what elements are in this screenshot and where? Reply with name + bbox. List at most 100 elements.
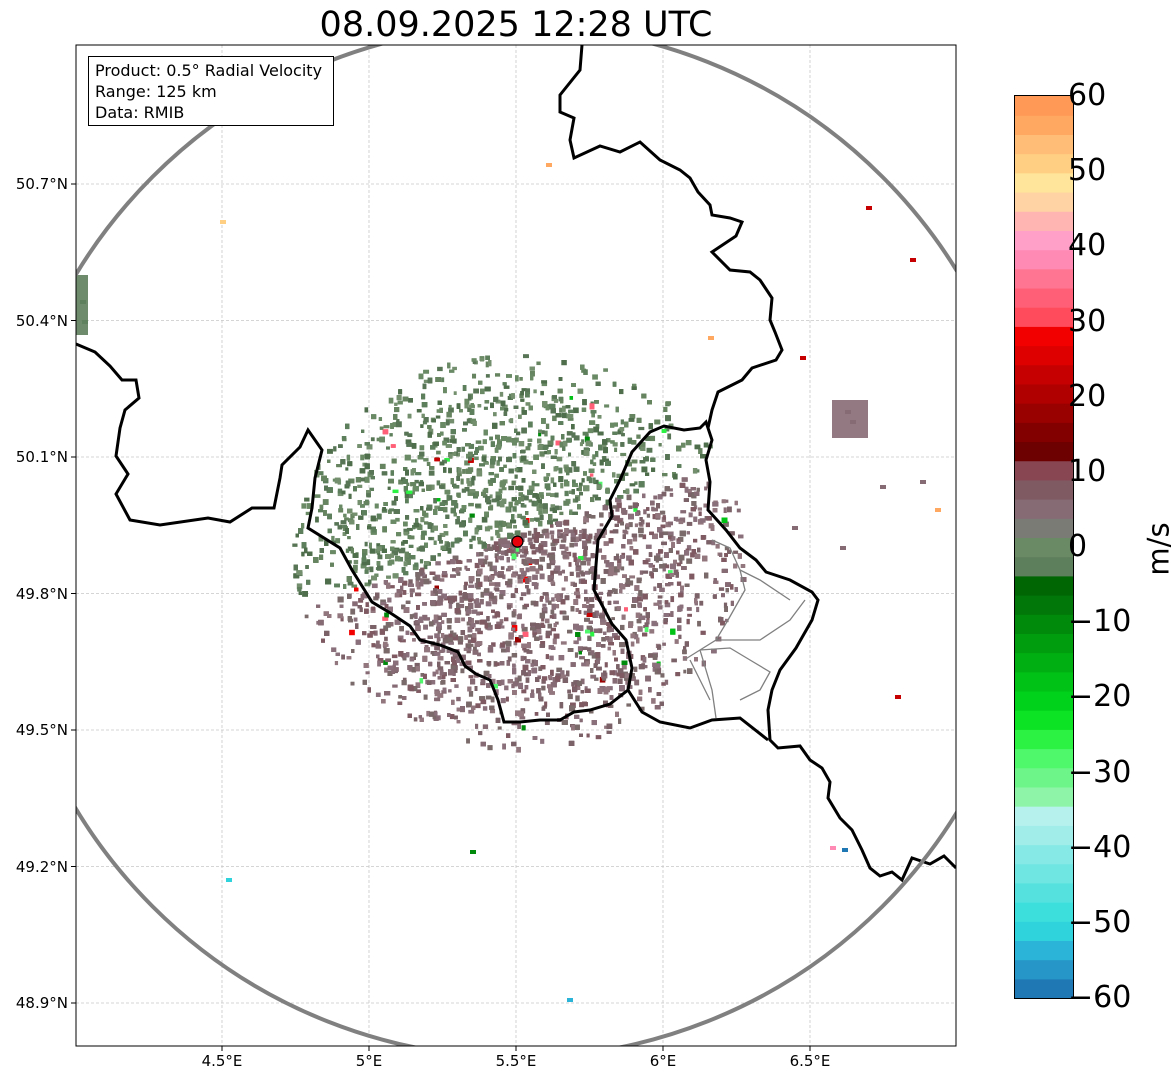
echo-pixel xyxy=(541,380,548,384)
echo-pixel xyxy=(483,461,489,465)
echo-pixel xyxy=(468,584,475,588)
echo-pixel xyxy=(584,686,588,691)
echo-pixel xyxy=(364,407,369,413)
echo-pixel xyxy=(350,608,356,615)
echo-pixel xyxy=(539,514,544,521)
echo-pixel xyxy=(555,621,559,625)
echo-pixel xyxy=(460,654,466,661)
echo-pixel xyxy=(485,361,489,368)
echo-pixel xyxy=(662,531,669,536)
echo-pixel xyxy=(511,683,515,689)
echo-pixel xyxy=(441,690,447,694)
echo-pixel xyxy=(376,543,381,549)
echo-pixel xyxy=(575,588,580,593)
echo-pixel xyxy=(615,406,619,413)
echo-pixel xyxy=(331,535,335,542)
echo-pixel xyxy=(516,746,521,753)
echo-pixel xyxy=(474,620,480,625)
echo-pixel xyxy=(319,504,324,510)
echo-pixel xyxy=(546,473,551,477)
echo-pixel xyxy=(652,662,657,668)
echo-pixel xyxy=(383,425,390,429)
echo-pixel xyxy=(620,566,625,571)
echo-pixel xyxy=(432,619,436,626)
echo-pixel xyxy=(549,507,554,512)
echo-pixel xyxy=(724,546,730,551)
echo-pixel xyxy=(676,581,682,586)
echo-pixel xyxy=(697,620,701,627)
echo-pixel xyxy=(600,468,605,473)
echo-pixel xyxy=(426,461,431,467)
echo-pixel xyxy=(292,543,298,547)
echo-pixel xyxy=(539,451,545,457)
echo-pixel xyxy=(619,389,624,395)
echo-pixel xyxy=(664,564,670,569)
echo-pixel xyxy=(519,393,524,399)
echo-pixel xyxy=(694,593,700,599)
echo-pixel xyxy=(569,542,575,548)
echo-pixel xyxy=(664,602,671,608)
echo-pixel xyxy=(617,558,622,564)
echo-pixel xyxy=(405,498,409,504)
echo-pixel xyxy=(457,640,463,645)
echo-pixel xyxy=(415,625,421,632)
echo-pixel xyxy=(563,532,569,537)
echo-pixel xyxy=(632,597,639,603)
echo-pixel xyxy=(560,483,564,489)
echo-pixel xyxy=(494,473,499,478)
echo-pixel xyxy=(384,636,388,641)
echo-pixel xyxy=(460,668,465,674)
echo-pixel xyxy=(337,488,343,494)
echo-pixel xyxy=(501,648,507,653)
echo-pixel xyxy=(428,621,434,627)
echo-pixel xyxy=(462,469,466,474)
echo-pixel xyxy=(520,391,524,396)
echo-pixel xyxy=(347,546,353,552)
echo-pixel xyxy=(492,615,497,619)
echo-pixel xyxy=(615,505,620,512)
echo-pixel xyxy=(733,550,739,554)
echo-pixel xyxy=(349,629,355,636)
echo-pixel xyxy=(397,701,403,706)
echo-pixel xyxy=(718,587,725,591)
echo-pixel xyxy=(703,503,709,508)
echo-pixel xyxy=(579,530,583,534)
echo-pixel xyxy=(549,530,555,535)
echo-pixel xyxy=(485,374,490,378)
echo-pixel xyxy=(661,682,666,686)
echo-pixel xyxy=(495,529,500,536)
echo-pixel xyxy=(512,506,517,512)
echo-pixel xyxy=(436,637,441,642)
echo-pixel xyxy=(423,694,428,700)
echo-pixel xyxy=(587,428,594,434)
echo-pixel xyxy=(692,468,698,474)
echo-pixel xyxy=(470,454,475,458)
echo-pixel xyxy=(466,453,472,459)
echo-pixel xyxy=(616,502,622,509)
echo-pixel xyxy=(504,685,509,691)
echo-pixel xyxy=(585,433,589,438)
echo-pixel xyxy=(686,618,690,625)
echo-pixel xyxy=(482,439,487,445)
echo-pixel xyxy=(359,607,363,613)
echo-pixel xyxy=(394,402,398,406)
echo-pixel xyxy=(659,510,666,515)
echo-pixel xyxy=(400,585,404,592)
echo-pixel xyxy=(475,723,479,729)
echo-pixel xyxy=(419,480,424,484)
echo-pixel xyxy=(414,662,420,669)
echo-pixel xyxy=(591,412,595,418)
echo-pixel xyxy=(456,471,462,477)
echo-pixel xyxy=(491,544,497,551)
echo-pixel xyxy=(444,458,450,462)
echo-pixel xyxy=(606,686,613,691)
echo-pixel xyxy=(480,591,485,598)
echo-pixel xyxy=(508,485,515,491)
echo-pixel xyxy=(566,431,573,436)
echo-pixel xyxy=(464,565,468,570)
echo-pixel xyxy=(337,613,344,619)
echo-pixel xyxy=(607,636,613,643)
echo-pixel xyxy=(467,646,472,651)
echo-pixel xyxy=(468,502,474,507)
echo-pixel xyxy=(522,604,528,610)
